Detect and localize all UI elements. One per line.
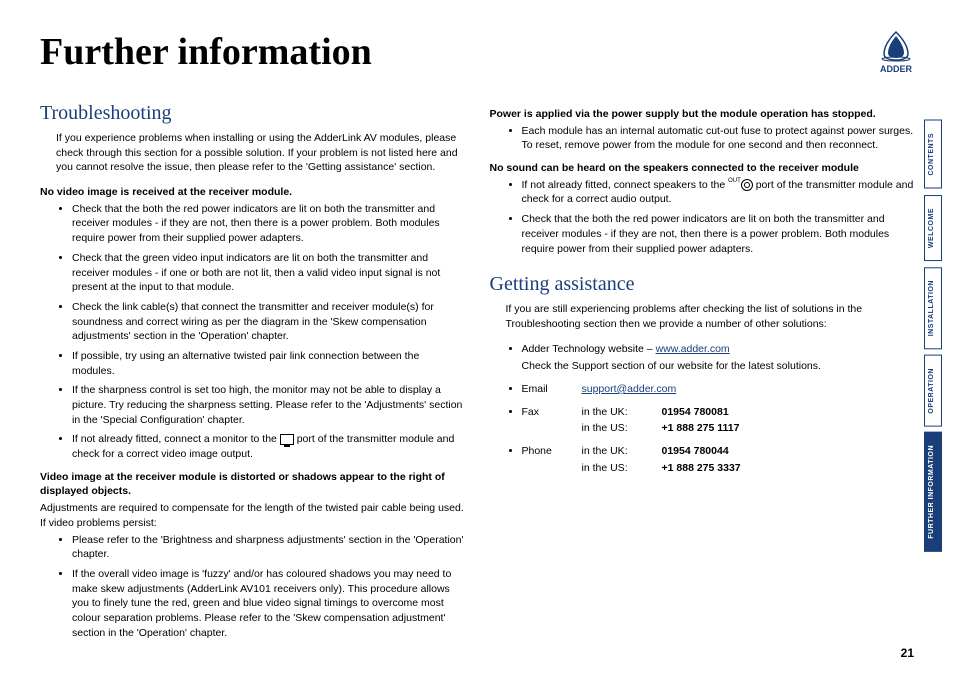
left-column: Troubleshooting If you experience proble… xyxy=(40,99,465,648)
sub-power: Power is applied via the power supply bu… xyxy=(490,107,915,122)
sub-no-sound: No sound can be heard on the speakers co… xyxy=(490,161,915,176)
monitor-icon xyxy=(280,434,294,445)
region-us: in the US: xyxy=(582,421,662,436)
website-note: Check the Support section of our website… xyxy=(522,359,915,374)
page-number: 21 xyxy=(901,646,914,660)
bullet-item: Check that the green video input indicat… xyxy=(72,251,465,295)
troubleshooting-heading: Troubleshooting xyxy=(40,99,465,127)
region-uk: in the UK: xyxy=(582,405,662,420)
sub-no-video: No video image is received at the receiv… xyxy=(40,185,465,200)
bullet-item: If the sharpness control is set too high… xyxy=(72,383,465,427)
phone-item: Phone in the UK: 01954 780044 in the US:… xyxy=(522,444,915,475)
bullet-item: Check that the both the red power indica… xyxy=(72,202,465,246)
tab-further-information[interactable]: FURTHER INFORMATION xyxy=(924,432,942,552)
bullet-item: Please refer to the 'Brightness and shar… xyxy=(72,533,465,562)
email-item: Email support@adder.com xyxy=(522,382,915,397)
sub-distorted: Video image at the receiver module is di… xyxy=(40,470,465,499)
bullet-item: Each module has an internal automatic cu… xyxy=(522,124,915,153)
email-label: Email xyxy=(522,382,582,397)
region-us: in the US: xyxy=(582,461,662,476)
phone-label: Phone xyxy=(522,444,582,459)
tab-contents[interactable]: CONTENTS xyxy=(924,120,942,189)
assistance-intro: If you are still experiencing problems a… xyxy=(506,302,915,331)
email-link[interactable]: support@adder.com xyxy=(582,382,677,397)
bullet-item: If possible, try using an alternative tw… xyxy=(72,349,465,378)
fax-us: +1 888 275 1117 xyxy=(662,421,740,436)
region-uk: in the UK: xyxy=(582,444,662,459)
bullet-item: If not already fitted, connect a monitor… xyxy=(72,432,465,461)
out-label: OUT xyxy=(728,178,741,184)
website-item: Adder Technology website – www.adder.com… xyxy=(522,342,915,374)
logo-text: ADDER xyxy=(880,64,912,74)
nav-sidebar: CONTENTS WELCOME INSTALLATION OPERATION … xyxy=(924,120,942,552)
troubleshooting-intro: If you experience problems when installi… xyxy=(56,131,465,175)
bullet-item: If not already fitted, connect speakers … xyxy=(522,178,915,207)
tab-installation[interactable]: INSTALLATION xyxy=(924,267,942,349)
tab-welcome[interactable]: WELCOME xyxy=(924,195,942,261)
website-link[interactable]: www.adder.com xyxy=(656,343,730,355)
bullet-item: Check the link cable(s) that connect the… xyxy=(72,300,465,344)
audio-port-icon xyxy=(741,179,753,191)
fax-label: Fax xyxy=(522,405,582,420)
right-column: Power is applied via the power supply bu… xyxy=(490,99,915,648)
bullet-item: Check that the both the red power indica… xyxy=(522,212,915,256)
bullet-item: If the overall video image is 'fuzzy' an… xyxy=(72,567,465,640)
phone-uk: 01954 780044 xyxy=(662,444,729,459)
fax-uk: 01954 780081 xyxy=(662,405,729,420)
phone-us: +1 888 275 3337 xyxy=(662,461,741,476)
getting-assistance-heading: Getting assistance xyxy=(490,270,915,298)
page-title: Further information xyxy=(40,30,372,74)
adder-logo: ADDER xyxy=(878,30,914,74)
fax-item: Fax in the UK: 01954 780081 in the US: +… xyxy=(522,405,915,436)
sub-distorted-text: Adjustments are required to compensate f… xyxy=(40,501,465,530)
tab-operation[interactable]: OPERATION xyxy=(924,355,942,427)
